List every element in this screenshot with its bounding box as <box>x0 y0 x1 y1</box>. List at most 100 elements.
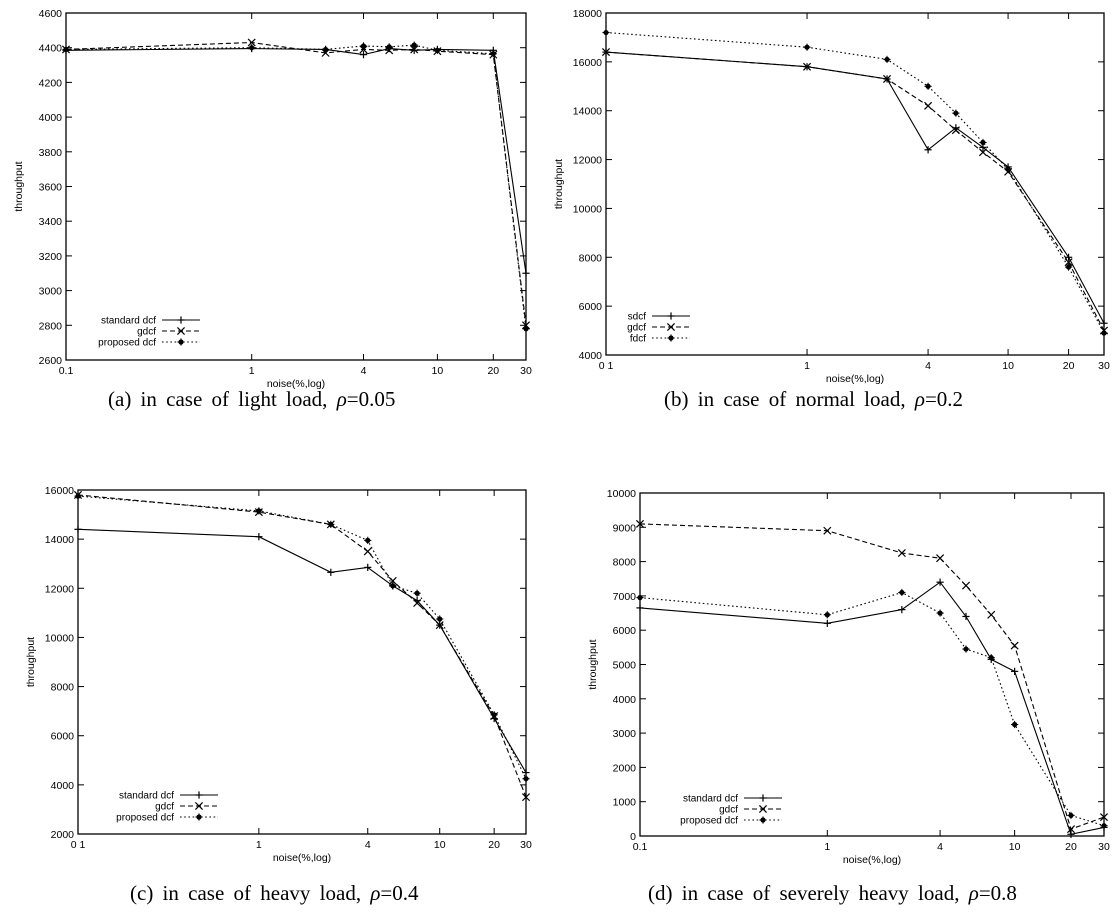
data-point-d <box>823 611 831 619</box>
data-point-c <box>521 793 531 802</box>
chart-b: 4000 6000 8000 10000 12000 14000 16000 18000 0 1… <box>553 8 1110 385</box>
caption-b: (b) in case of normal load, ρ=0.2 <box>664 387 963 412</box>
y-tick-label-d: 10000 <box>607 488 636 500</box>
data-point-b <box>978 148 987 157</box>
data-point-c <box>490 711 498 719</box>
y-axis-label-a: throughput <box>13 161 25 211</box>
y-tick-label-a: 4400 <box>39 43 63 55</box>
data-point-c <box>327 568 335 576</box>
series-line-b-2 <box>605 51 1105 331</box>
x-tick-label-b: 30 <box>1098 360 1110 372</box>
x-tick-label-b: 0 1 <box>599 360 614 372</box>
data-point-c <box>74 525 82 533</box>
legend-label-b: fdcf <box>630 334 646 345</box>
y-axis-label-d: throughput <box>587 639 599 689</box>
x-tick-label-d: 10 <box>1009 841 1021 853</box>
data-point-a <box>247 38 256 47</box>
data-point-c <box>327 520 335 528</box>
data-point-d <box>987 654 995 662</box>
caption-a-prefix: (a) in case of light load, <box>108 387 328 411</box>
x-tick-label-d: 0.1 <box>633 841 648 853</box>
y-tick-label-a: 2800 <box>39 320 63 332</box>
series-line-b-3 <box>605 31 1105 334</box>
data-point-c <box>364 563 372 571</box>
data-point-d <box>1011 720 1019 729</box>
data-point-d <box>1100 822 1108 830</box>
data-point-d <box>1067 830 1075 838</box>
data-point-b <box>602 28 610 37</box>
data-point-d <box>1066 825 1076 834</box>
series-c-3 <box>74 492 530 783</box>
data-point-b <box>883 55 891 64</box>
data-point-a <box>489 50 497 58</box>
legend-marker-a <box>177 338 185 346</box>
legend-label-b: gdcf <box>627 323 646 334</box>
chart-d: 0100020003000400050006000700080009000100… <box>587 488 1110 866</box>
legend-label-b: sdcf <box>628 312 647 323</box>
legend-marker-b <box>666 322 676 332</box>
chart-c: 2000 4000 6000 8000 10000 12000 14000 16000 0 1 1… <box>25 485 532 864</box>
y-tick-label-a: 4600 <box>39 8 63 20</box>
data-point-d <box>962 645 970 653</box>
legend-label-c: standard dcf <box>119 791 174 802</box>
data-point-d <box>636 594 644 602</box>
data-point-c <box>388 576 397 585</box>
data-point-a <box>62 45 70 54</box>
data-point-d <box>987 610 996 619</box>
data-point-b <box>924 101 933 110</box>
data-point-b <box>803 43 811 51</box>
data-point-c <box>363 547 372 556</box>
x-tick-label-b: 4 <box>925 360 931 372</box>
data-point-b <box>1064 253 1073 261</box>
x-tick-label-c: 1 <box>256 839 262 851</box>
legend-marker-b <box>667 312 675 320</box>
caption-c-prefix: (c) in case of heavy load, <box>130 881 362 905</box>
x-axis-label-c: noise(%,log) <box>273 852 331 864</box>
data-point-d <box>962 612 970 621</box>
data-point-a <box>321 45 330 54</box>
y-tick-label-c: 14000 <box>45 534 74 546</box>
legend-marker-c <box>194 801 204 811</box>
y-tick-label-d: 7000 <box>613 591 637 603</box>
x-axis-label-a: noise(%,log) <box>267 378 325 390</box>
caption-d-rho: ρ <box>968 881 979 905</box>
y-tick-label-c: 10000 <box>45 632 74 644</box>
series-line-d-3 <box>639 591 1105 827</box>
data-point-d <box>936 554 945 563</box>
series-line-a-3 <box>65 44 527 329</box>
x-tick-label-c: 0 1 <box>71 839 86 851</box>
legend-marker-d <box>759 816 767 824</box>
series-a-2 <box>61 38 531 330</box>
y-tick-label-d: 6000 <box>613 625 637 637</box>
series-line-a-2 <box>65 41 527 326</box>
x-tick-label-c: 4 <box>365 839 371 851</box>
data-point-d <box>898 588 906 597</box>
data-point-a <box>385 43 393 51</box>
y-tick-label-a: 2600 <box>39 355 63 367</box>
y-tick-label-a: 3800 <box>39 147 63 159</box>
y-tick-label-b: 16000 <box>573 57 602 69</box>
data-point-c <box>74 492 82 500</box>
data-point-c <box>435 621 444 630</box>
x-tick-label-c: 30 <box>520 839 532 851</box>
data-point-b <box>979 138 987 147</box>
legend-marker-d <box>758 804 768 814</box>
data-point-c <box>255 533 263 541</box>
data-point-b <box>1100 319 1108 327</box>
data-point-d <box>636 604 644 612</box>
data-point-a <box>359 51 368 59</box>
x-tick-label-d: 20 <box>1065 841 1077 853</box>
legend-label-c: proposed dcf <box>116 813 174 824</box>
y-tick-label-d: 9000 <box>613 522 637 534</box>
series-line-c-2 <box>77 494 527 798</box>
series-line-d-2 <box>639 523 1105 830</box>
y-tick-label-c: 4000 <box>51 780 75 792</box>
legend-label-d: proposed dcf <box>680 816 738 827</box>
caption-b-value: =0.2 <box>924 387 964 411</box>
x-tick-label-a: 4 <box>361 365 367 377</box>
series-line-b-1 <box>605 51 1105 324</box>
y-tick-label-c: 16000 <box>45 485 74 497</box>
